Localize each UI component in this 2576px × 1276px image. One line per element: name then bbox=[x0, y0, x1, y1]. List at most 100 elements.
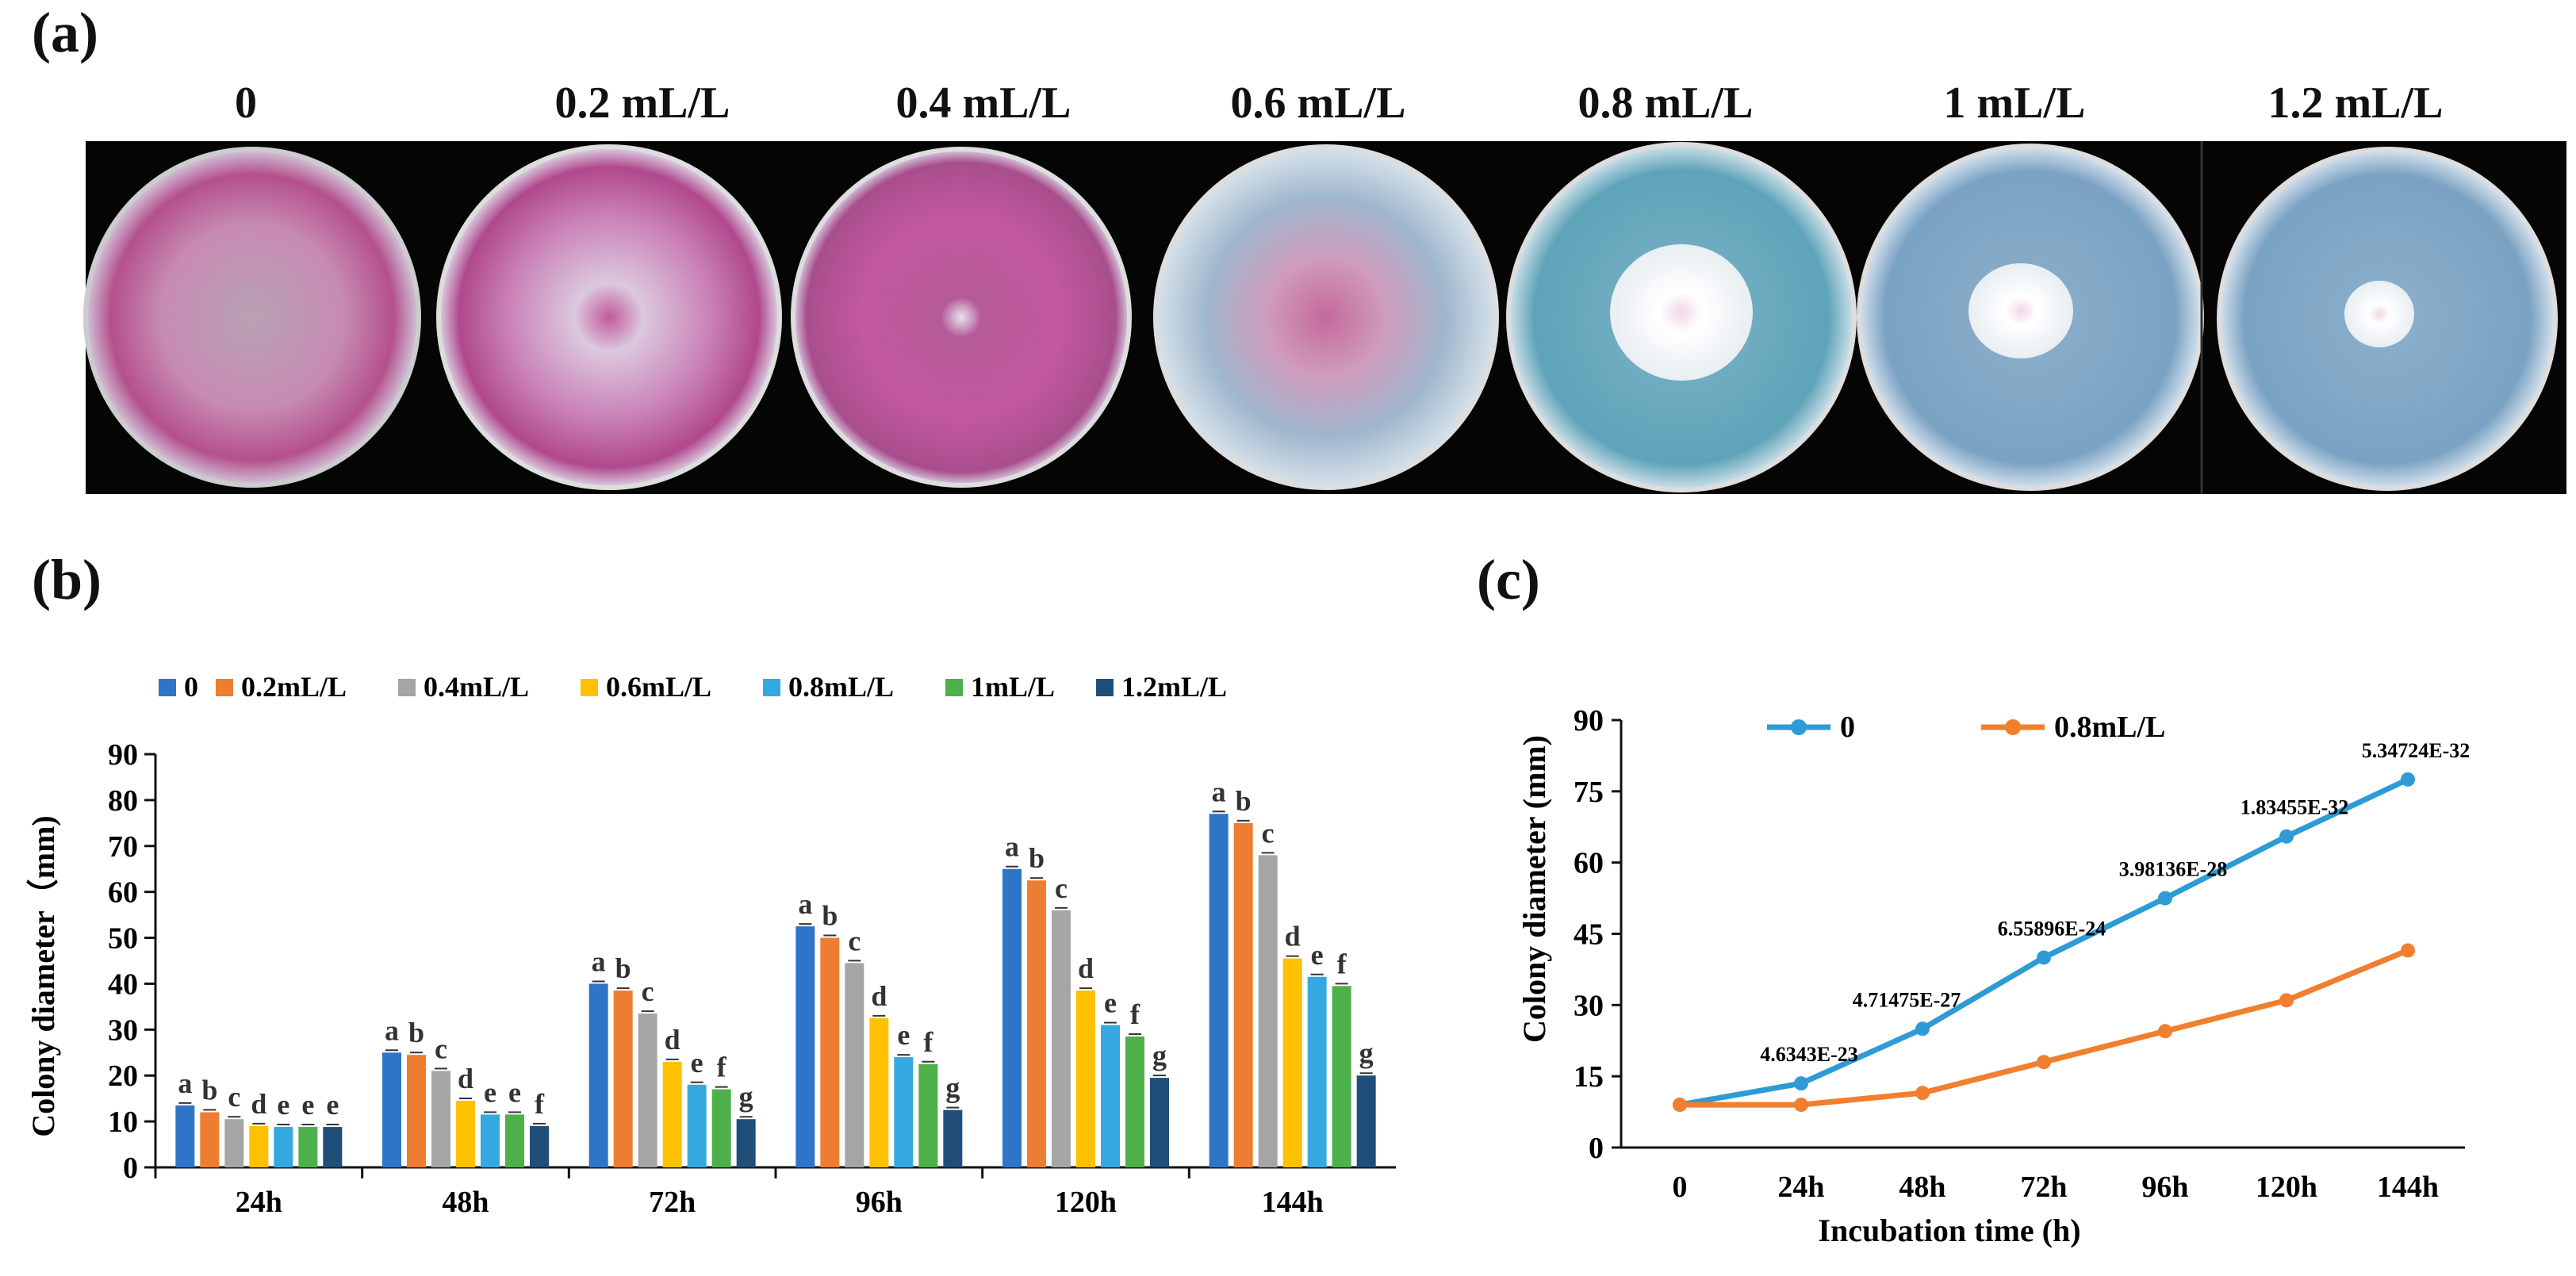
significance-letter: e bbox=[508, 1076, 521, 1108]
bar-chart-y-tick-label: 60 bbox=[108, 876, 138, 910]
conc-label-0.8: 0.8 mL/L bbox=[1577, 79, 1754, 128]
p-value-annotation: 4.71475E-27 bbox=[1853, 988, 1961, 1011]
panel-c-label: (c) bbox=[1477, 548, 1540, 611]
line-point bbox=[2401, 943, 2415, 958]
line-point bbox=[2158, 1024, 2172, 1039]
line-chart-x-tick-label: 96h bbox=[2141, 1171, 2188, 1204]
bar bbox=[687, 1084, 707, 1167]
panel-a-label: (a) bbox=[32, 1, 98, 64]
legend-swatch bbox=[945, 679, 963, 696]
significance-letter: a bbox=[1005, 831, 1019, 863]
line-chart-y-tick-label: 15 bbox=[1574, 1060, 1604, 1094]
petri-dish-photo-strip bbox=[83, 141, 2566, 494]
bar bbox=[224, 1119, 244, 1167]
significance-letter: b bbox=[201, 1075, 217, 1106]
significance-letter: c bbox=[642, 975, 654, 1007]
significance-letter: a bbox=[385, 1014, 399, 1046]
bar bbox=[1356, 1075, 1376, 1167]
line-chart-x-tick-label: 120h bbox=[2256, 1171, 2317, 1204]
bar bbox=[943, 1109, 963, 1167]
bar-chart-axes: 0 10 20 30 40 50 60 70 80 90 24h 48h 72h 96h 120h 144h bbox=[108, 738, 1396, 1219]
legend-label: 0.8mL/L bbox=[788, 671, 894, 703]
bar bbox=[795, 926, 815, 1167]
bar bbox=[175, 1105, 195, 1167]
bar bbox=[588, 983, 608, 1167]
colony-0.8 bbox=[1610, 244, 1753, 381]
legend-label: 0.4mL/L bbox=[424, 671, 529, 703]
significance-letter: d bbox=[871, 980, 887, 1012]
bar-chart-x-tick-label: 96h bbox=[856, 1186, 903, 1219]
line-point bbox=[2279, 993, 2294, 1008]
line-chart-annotations: 4.6343E-23 4.71475E-27 6.55896E-24 3.98136E… bbox=[1760, 739, 2470, 1066]
bar bbox=[1027, 880, 1046, 1167]
significance-letter: f bbox=[923, 1026, 933, 1058]
line-point bbox=[1673, 1098, 1687, 1113]
line-series bbox=[1680, 948, 2409, 1108]
significance-letter: g bbox=[945, 1072, 960, 1104]
significance-letter: a bbox=[798, 888, 812, 920]
bar bbox=[1002, 868, 1022, 1167]
bar bbox=[736, 1119, 756, 1167]
bar bbox=[845, 963, 864, 1167]
bar bbox=[1233, 822, 1253, 1167]
line-chart-colony-diameter: 0 15 30 45 60 75 90 0 24h 48h 72h 96h 120h 144h 0 0.8m… bbox=[1516, 704, 2470, 1248]
bar-chart-y-tick-label: 80 bbox=[108, 784, 138, 818]
bar-chart-x-tick-label: 24h bbox=[236, 1186, 282, 1219]
bar bbox=[1076, 991, 1095, 1167]
bar bbox=[1307, 976, 1327, 1167]
bar-chart-y-tick-label: 10 bbox=[108, 1105, 138, 1139]
p-value-annotation: 1.83455E-32 bbox=[2241, 796, 2349, 819]
bar bbox=[200, 1112, 220, 1167]
legend-label: 1mL/L bbox=[971, 671, 1055, 703]
legend-swatch bbox=[159, 679, 176, 696]
line-point bbox=[1794, 1098, 1808, 1113]
bar bbox=[481, 1114, 500, 1167]
bar bbox=[1209, 814, 1229, 1167]
significance-letter: d bbox=[665, 1024, 680, 1056]
conc-label-1.2: 1.2 mL/L bbox=[2267, 79, 2444, 128]
line-chart-y-tick-label: 0 bbox=[1589, 1132, 1604, 1165]
bar bbox=[1101, 1025, 1120, 1167]
significance-letter: b bbox=[822, 900, 838, 932]
line-chart-x-tick-label: 72h bbox=[2020, 1171, 2067, 1204]
legend-label: 1.2mL/L bbox=[1121, 671, 1227, 703]
panel-b-label: (b) bbox=[32, 548, 102, 611]
bar bbox=[249, 1125, 269, 1167]
significance-letter: g bbox=[739, 1081, 753, 1113]
line-chart-ylabel: Colony diameter (mm) bbox=[1516, 735, 1552, 1043]
bar-chart-x-tick-label: 144h bbox=[1262, 1186, 1324, 1219]
bar-chart-y-tick-label: 70 bbox=[108, 830, 138, 864]
bar bbox=[1282, 958, 1302, 1167]
bar bbox=[918, 1063, 938, 1167]
line-point bbox=[2158, 891, 2172, 906]
bar-chart-ylabel: Colony diameter（mm) bbox=[25, 815, 61, 1136]
significance-letter: e bbox=[897, 1019, 910, 1051]
significance-letter: c bbox=[435, 1033, 447, 1064]
significance-letter: f bbox=[1337, 948, 1347, 979]
line-point bbox=[1915, 1021, 1930, 1037]
bar bbox=[505, 1114, 524, 1167]
significance-letter: f bbox=[1130, 998, 1140, 1030]
conc-label-1: 1 mL/L bbox=[1943, 79, 2086, 128]
significance-letter: g bbox=[1359, 1037, 1374, 1069]
petri-dish-0 bbox=[83, 147, 421, 488]
significance-letter: c bbox=[848, 925, 861, 956]
significance-letter: c bbox=[1055, 872, 1068, 904]
bar bbox=[323, 1127, 343, 1167]
line-chart-y-tick-label: 75 bbox=[1574, 776, 1604, 809]
line-chart-axes: 0 15 30 45 60 75 90 0 24h 48h 72h 96h 120h 144h bbox=[1574, 704, 2465, 1204]
bar bbox=[1125, 1037, 1144, 1167]
significance-letter: d bbox=[1078, 952, 1094, 984]
significance-letter: d bbox=[251, 1088, 266, 1120]
significance-letter: a bbox=[592, 945, 606, 977]
legend-swatch bbox=[1096, 679, 1114, 696]
bar bbox=[456, 1101, 475, 1167]
significance-letter: f bbox=[717, 1052, 727, 1083]
line-chart-x-tick-label: 0 bbox=[1673, 1171, 1688, 1204]
bar bbox=[407, 1055, 426, 1167]
bar-chart-colony-diameter: 0 0.2mL/L 0.4mL/L 0.6mL/L 0.8mL/L 1mL/L 1.2mL/… bbox=[25, 671, 1396, 1219]
significance-letter: b bbox=[408, 1017, 424, 1048]
bar bbox=[298, 1127, 318, 1167]
significance-letter: e bbox=[1104, 987, 1117, 1019]
p-value-annotation: 5.34724E-32 bbox=[2362, 739, 2471, 762]
